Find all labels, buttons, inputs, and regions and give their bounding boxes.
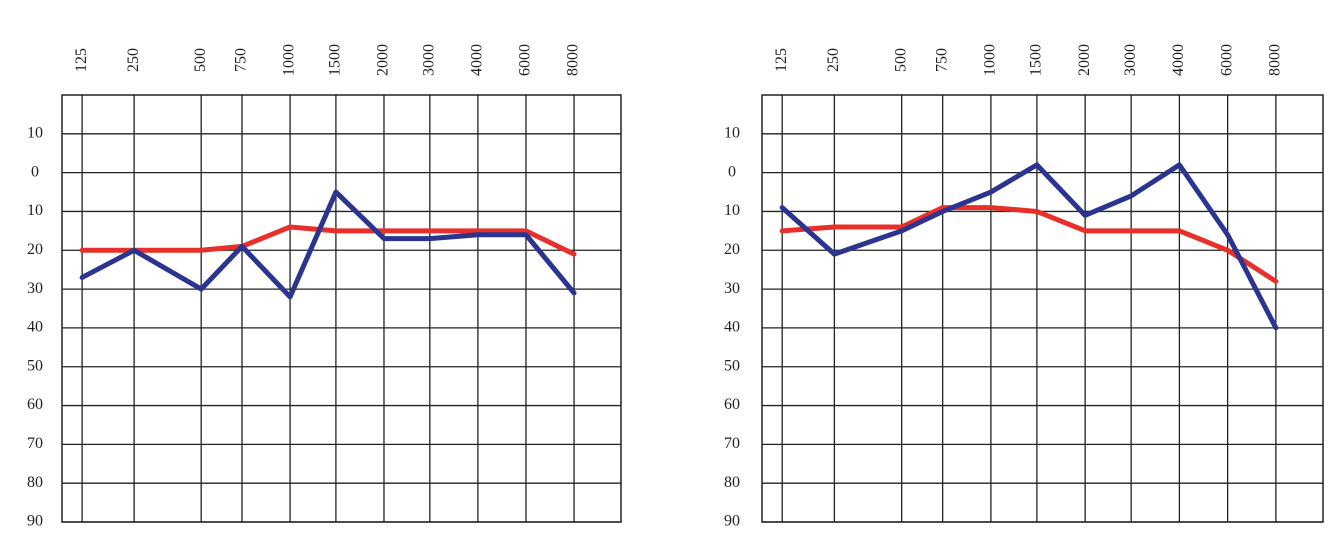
x-tick-label: 2000 [375, 44, 392, 76]
y-tick-label: 20 [724, 241, 740, 258]
x-tick-label: 4000 [469, 44, 486, 76]
x-tick-label: 1000 [982, 44, 999, 76]
y-tick-label: 10 [27, 124, 43, 141]
hearing-line [79, 224, 577, 257]
x-tick-label: 750 [933, 48, 950, 72]
y-tick-label: 80 [724, 474, 740, 491]
hearing-line [79, 189, 577, 300]
y-tick-label: 40 [724, 319, 740, 336]
y-tick-label: 0 [728, 163, 736, 180]
x-tick-label: 125 [773, 48, 790, 72]
x-tick-label: 500 [892, 48, 909, 72]
x-tick-label: 3000 [1122, 44, 1139, 76]
x-tick-label: 6000 [1218, 44, 1235, 76]
hearing-line [779, 205, 1279, 284]
plot-frame [61, 94, 622, 523]
x-tick-label: 6000 [517, 44, 534, 76]
y-tick-label: 10 [724, 202, 740, 219]
y-tick-label: 60 [27, 396, 43, 413]
x-tick-label: 3000 [420, 44, 437, 76]
x-tick-label: 8000 [565, 44, 582, 76]
x-tick-label: 125 [73, 48, 90, 72]
x-tick-label: 250 [825, 48, 842, 72]
y-tick-label: 20 [27, 241, 43, 258]
y-tick-label: 10 [724, 124, 740, 141]
hearing-line [779, 162, 1279, 331]
x-tick-label: 1500 [1028, 44, 1045, 76]
y-tick-label: 40 [27, 319, 43, 336]
y-tick-label: 70 [27, 435, 43, 452]
x-tick-label: 4000 [1170, 44, 1187, 76]
y-tick-label: 30 [724, 280, 740, 297]
y-tick-label: 80 [27, 474, 43, 491]
x-tick-label: 500 [192, 48, 209, 72]
x-tick-label: 2000 [1076, 44, 1093, 76]
y-tick-label: 60 [724, 396, 740, 413]
y-tick-label: 90 [724, 513, 740, 530]
y-tick-label: 70 [724, 435, 740, 452]
y-tick-label: 0 [31, 163, 39, 180]
y-tick-label: 10 [27, 202, 43, 219]
x-tick-label: 750 [233, 48, 250, 72]
y-tick-label: 30 [27, 280, 43, 297]
x-tick-label: 1000 [281, 44, 298, 76]
y-tick-label: 90 [27, 513, 43, 530]
x-tick-label: 8000 [1267, 44, 1284, 76]
x-tick-label: 250 [125, 48, 142, 72]
y-tick-label: 50 [27, 357, 43, 374]
plot-frame [761, 94, 1324, 523]
y-tick-label: 50 [724, 357, 740, 374]
x-tick-label: 1500 [327, 44, 344, 76]
